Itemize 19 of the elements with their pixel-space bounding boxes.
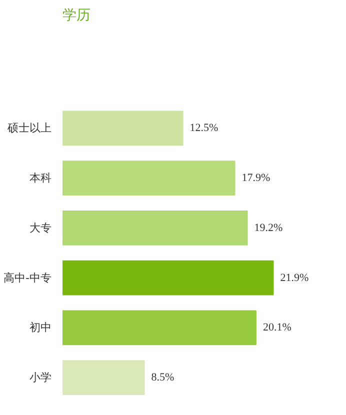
y-tick-label: 硕士以上 <box>6 122 52 135</box>
bar <box>62 110 184 146</box>
bar <box>62 260 274 296</box>
bar <box>62 210 248 246</box>
chart-title: 学历 <box>62 8 90 24</box>
data-label: 17.9% <box>242 172 270 184</box>
data-label: 21.9% <box>280 272 309 284</box>
data-label: 12.5% <box>190 122 218 134</box>
data-label: 20.1% <box>262 322 292 334</box>
y-tick-label: 本科 <box>30 172 52 185</box>
y-tick-label: 初中 <box>30 321 52 334</box>
data-label: 8.5% <box>151 372 174 384</box>
data-label: 19.2% <box>254 222 283 234</box>
bar <box>62 310 256 346</box>
y-tick-label: 高中-中专 <box>4 271 52 284</box>
y-tick-label: 小学 <box>30 371 52 384</box>
bar <box>62 360 145 396</box>
y-tick-label: 大专 <box>30 221 52 234</box>
bar <box>62 160 236 196</box>
